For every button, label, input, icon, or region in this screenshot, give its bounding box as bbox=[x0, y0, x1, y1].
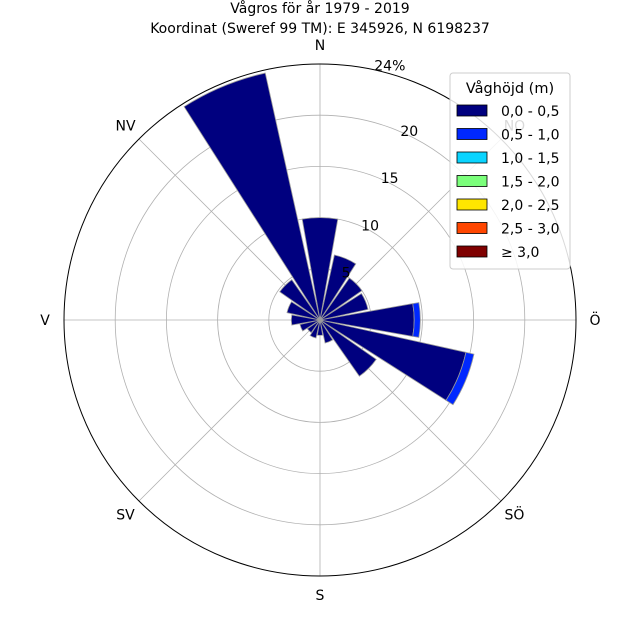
legend-label-6: ≥ 3,0 bbox=[501, 245, 539, 261]
grid-spoke-5 bbox=[138, 319, 321, 502]
radial-tick-label-1: 10 bbox=[361, 218, 379, 234]
radial-tick-label-2: 15 bbox=[381, 171, 399, 187]
radial-max-label: 24% bbox=[374, 59, 405, 75]
legend-label-5: 2,5 - 3,0 bbox=[501, 222, 559, 238]
direction-label-4: S bbox=[316, 588, 325, 604]
legend-swatch-5 bbox=[456, 222, 488, 234]
legend-swatch-4 bbox=[456, 198, 488, 211]
legend-label-2: 1,0 - 1,5 bbox=[501, 151, 559, 167]
bar-dir-5-bin-1 bbox=[445, 351, 475, 406]
legend-swatch-1 bbox=[456, 128, 488, 140]
bar-dir-2-bin-0 bbox=[319, 277, 363, 321]
bar-dir-3-bin-0 bbox=[319, 293, 369, 321]
bar-dir-4-bin-1 bbox=[412, 302, 421, 338]
bar-dir-9-bin-0 bbox=[309, 319, 321, 339]
legend-label-3: 1,5 - 2,0 bbox=[501, 175, 559, 191]
direction-label-5: SV bbox=[116, 507, 135, 523]
wind-rose-bars bbox=[183, 72, 475, 406]
direction-label-2: Ö bbox=[589, 311, 600, 329]
legend-label-4: 2,0 - 2,5 bbox=[501, 198, 559, 214]
legend-swatch-6 bbox=[456, 245, 488, 258]
legend: Våghöjd (m) 0,0 - 0,5 0,5 - 1,0 1,0 - 1,5 1… bbox=[449, 72, 571, 270]
outer-ring bbox=[63, 63, 577, 577]
legend-items: 0,0 - 0,5 0,5 - 1,0 1,0 - 1,5 1,5 - 2,0 2,0 … bbox=[456, 104, 559, 261]
direction-label-6: V bbox=[40, 313, 50, 329]
bar-dir-8-bin-0 bbox=[316, 319, 324, 336]
legend-title: Våghöjd (m) bbox=[466, 80, 554, 97]
bar-dir-13-bin-0 bbox=[286, 301, 321, 321]
bar-dir-10-bin-0 bbox=[306, 319, 321, 334]
legend-swatch-0 bbox=[456, 104, 488, 117]
bar-dir-0-bin-0 bbox=[301, 217, 339, 321]
legend-label-0: 0,0 - 0,5 bbox=[501, 104, 559, 120]
bar-dir-1-bin-0 bbox=[319, 254, 357, 321]
bar-dir-6-bin-0 bbox=[319, 319, 377, 377]
legend-label-1: 0,5 - 1,0 bbox=[501, 128, 559, 144]
direction-label-3: SÖ bbox=[505, 505, 525, 523]
radial-tick-label-0: 5 bbox=[342, 266, 351, 282]
chart-title-line1: Vågros för år 1979 - 2019 bbox=[230, 0, 409, 17]
bar-dir-11-bin-0 bbox=[299, 319, 321, 332]
radial-tick-label-3: 20 bbox=[400, 124, 418, 140]
legend-swatch-2 bbox=[456, 151, 488, 164]
bar-dir-15-bin-0 bbox=[183, 72, 321, 321]
bar-dir-12-bin-0 bbox=[290, 314, 321, 326]
bar-dir-7-bin-0 bbox=[319, 319, 334, 344]
direction-label-7: NV bbox=[116, 119, 136, 135]
radial-tick-labels: 5 10 15 20 24% bbox=[342, 59, 419, 282]
legend-box bbox=[449, 72, 571, 270]
direction-label-0: N bbox=[315, 38, 325, 54]
legend-swatch-3 bbox=[456, 175, 488, 187]
bar-dir-14-bin-0 bbox=[279, 279, 321, 321]
chart-title-line2: Koordinat (Sweref 99 TM): E 345926, N 61… bbox=[150, 21, 490, 37]
